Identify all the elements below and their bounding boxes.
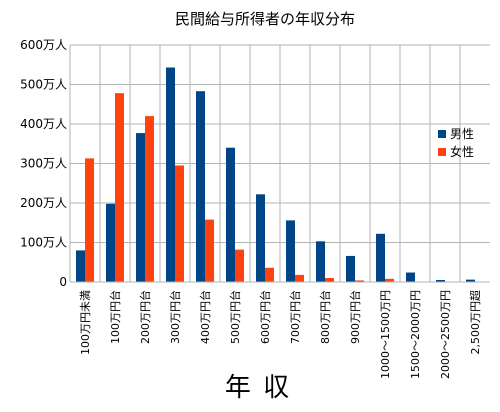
legend-swatch-male [438,130,446,138]
bars [76,67,475,282]
bar-female-0 [85,158,94,282]
bar-male-12 [436,280,445,282]
y-tick-label-400: 400万人 [20,117,67,131]
x-tick-labels: 100万円未満 100万円台 200万円台 300万円台 400万円台 500万円台 600… [79,290,482,379]
bar-female-1 [115,93,124,282]
x-tick-label-9: 900万円台 [348,290,362,344]
bar-female-4 [205,219,214,282]
y-tick-label-100: 100万人 [20,236,67,250]
chart-title: 民間給与所得者の年収分布 [175,10,355,28]
legend-label-male: 男性 [450,127,474,141]
bar-female-5 [235,249,244,282]
bar-female-6 [265,267,274,282]
bar-female-7 [295,274,304,282]
x-tick-label-8: 800万円台 [318,290,332,344]
x-tick-label-13: 2,500万円超 [468,290,482,355]
y-tick-label-200: 200万人 [20,196,67,210]
y-tick-label-0: 0 [59,275,67,289]
bar-male-3 [166,67,175,282]
bar-male-4 [196,91,205,282]
bar-male-5 [226,147,235,282]
y-tick-labels: 0 100万人 200万人 300万人 400万人 500万人 600万人 [20,38,67,289]
x-tick-label-6: 600万円台 [258,290,272,344]
bar-female-9 [355,280,364,282]
y-tick-label-500: 500万人 [20,78,67,92]
axes [69,45,490,283]
bar-male-11 [406,272,415,282]
bar-male-10 [376,233,385,282]
x-tick-label-1: 100万円台 [108,290,122,344]
bar-female-3 [175,165,184,282]
bar-female-8 [325,278,334,282]
x-tick-label-0: 100万円未満 [79,290,92,355]
x-tick-label-10: 1000～1500万円 [379,290,392,379]
bar-male-9 [346,255,355,282]
x-tick-label-11: 1500～2000万円 [409,290,422,379]
bar-male-6 [256,194,265,282]
legend-label-female: 女性 [450,144,474,159]
x-axis-label: 年 収 [225,373,291,403]
y-tick-label-600: 600万人 [20,38,67,52]
y-tick-label-300: 300万人 [20,157,67,171]
legend-swatch-female [438,148,446,156]
x-tick-label-7: 700万円台 [288,290,302,344]
bar-female-10 [385,278,394,282]
bar-male-7 [286,220,295,282]
x-tick-label-5: 500万円台 [228,290,242,344]
x-tick-label-3: 300万円台 [168,290,182,344]
bar-female-2 [145,116,154,282]
bar-male-8 [316,241,325,282]
bar-male-0 [76,250,85,282]
x-tick-label-4: 400万円台 [198,290,212,344]
legend: 男性 女性 [438,127,474,159]
x-tick-label-12: 2000～2500万円 [439,290,452,379]
bar-male-13 [466,279,475,282]
bar-male-2 [136,133,145,282]
bar-male-1 [106,203,115,282]
x-tick-label-2: 200万円台 [138,290,152,344]
